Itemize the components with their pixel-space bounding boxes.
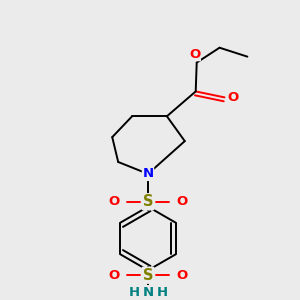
Text: O: O [108,269,119,282]
Text: O: O [227,91,239,104]
Text: S: S [143,268,153,283]
Text: O: O [189,48,200,61]
Text: S: S [143,194,153,209]
Text: O: O [108,195,119,208]
Text: N: N [142,167,154,180]
Text: H: H [156,286,167,299]
Text: N: N [142,286,154,299]
Text: H: H [128,286,140,299]
Text: O: O [177,195,188,208]
Text: O: O [177,269,188,282]
